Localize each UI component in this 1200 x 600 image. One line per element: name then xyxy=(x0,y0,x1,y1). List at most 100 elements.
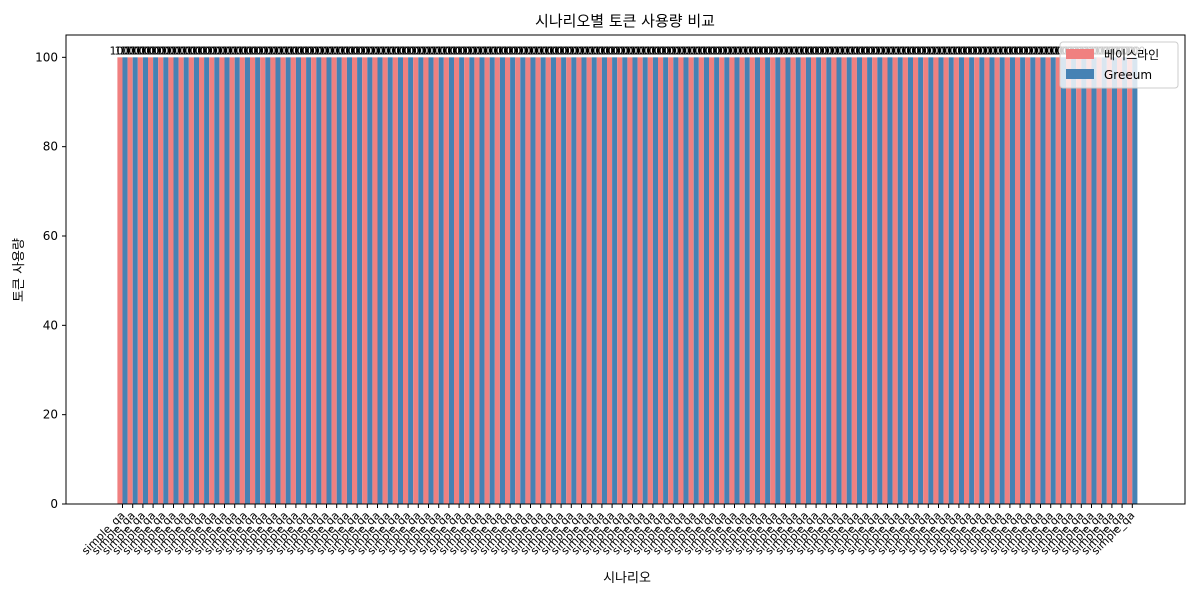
bar-value-label: 100 xyxy=(574,44,595,57)
y-tick-label: 20 xyxy=(43,408,58,422)
data-labels-group: 1001001001001001001001001001001001001001… xyxy=(109,44,1145,57)
bar-baseline xyxy=(188,57,194,504)
bar-value-label: 100 xyxy=(421,44,442,57)
bar-baseline xyxy=(658,57,664,504)
bar-baseline xyxy=(474,57,480,504)
bar-baseline xyxy=(923,57,929,504)
legend-label: Greeum xyxy=(1104,68,1152,82)
bar-value-label: 100 xyxy=(543,44,564,57)
bar-value-label: 100 xyxy=(599,44,620,57)
bar-greeum xyxy=(520,57,526,504)
bar-greeum xyxy=(673,57,679,504)
bar-value-label: 100 xyxy=(436,44,457,57)
bar-value-label: 100 xyxy=(701,44,722,57)
bar-greeum xyxy=(234,57,240,504)
bar-greeum xyxy=(1081,57,1087,504)
bar-value-label: 100 xyxy=(925,44,946,57)
y-tick-label: 40 xyxy=(43,318,58,332)
bar-value-label: 100 xyxy=(538,44,559,57)
bar-value-label: 100 xyxy=(788,44,809,57)
bar-value-label: 100 xyxy=(594,44,615,57)
bar-baseline xyxy=(301,57,307,504)
bar-value-label: 100 xyxy=(1017,44,1038,57)
bar-value-label: 100 xyxy=(956,44,977,57)
bar-value-label: 100 xyxy=(176,44,197,57)
bar-greeum xyxy=(1091,57,1097,504)
bar-baseline xyxy=(127,57,133,504)
bar-baseline xyxy=(484,57,490,504)
bar-value-label: 100 xyxy=(227,44,248,57)
bar-baseline xyxy=(688,57,694,504)
bar-value-label: 100 xyxy=(818,44,839,57)
bar-baseline xyxy=(851,57,857,504)
bar-value-label: 100 xyxy=(793,44,814,57)
bar-value-label: 100 xyxy=(813,44,834,57)
bar-value-label: 100 xyxy=(298,44,319,57)
bar-value-label: 100 xyxy=(920,44,941,57)
bar-value-label: 100 xyxy=(334,44,355,57)
bar-greeum xyxy=(489,57,495,504)
bar-baseline xyxy=(1055,57,1061,504)
bar-baseline xyxy=(454,57,460,504)
bar-value-label: 100 xyxy=(829,44,850,57)
bar-baseline xyxy=(280,57,286,504)
bar-greeum xyxy=(244,57,250,504)
bar-value-label: 100 xyxy=(349,44,370,57)
bar-baseline xyxy=(1066,57,1072,504)
bar-greeum xyxy=(642,57,648,504)
bar-value-label: 100 xyxy=(446,44,467,57)
bar-baseline xyxy=(443,57,449,504)
bar-value-label: 100 xyxy=(273,44,294,57)
bar-greeum xyxy=(316,57,322,504)
y-axis: 0 20 40 60 80 100 xyxy=(35,50,66,511)
bar-baseline xyxy=(719,57,725,504)
bar-value-label: 100 xyxy=(874,44,895,57)
bar-greeum xyxy=(907,57,913,504)
bar-value-label: 100 xyxy=(405,44,426,57)
bar-value-label: 100 xyxy=(767,44,788,57)
bar-value-label: 100 xyxy=(900,44,921,57)
bar-baseline xyxy=(709,57,715,504)
bar-greeum xyxy=(387,57,393,504)
bar-value-label: 100 xyxy=(303,44,324,57)
bar-greeum xyxy=(377,57,383,504)
bar-value-label: 100 xyxy=(222,44,243,57)
bar-greeum xyxy=(122,57,128,504)
bar-baseline xyxy=(199,57,205,504)
bar-value-label: 100 xyxy=(614,44,635,57)
bar-greeum xyxy=(612,57,618,504)
bar-greeum xyxy=(214,57,220,504)
bar-baseline xyxy=(1076,57,1082,504)
bar-greeum xyxy=(1101,57,1107,504)
bar-baseline xyxy=(617,57,623,504)
bar-value-label: 100 xyxy=(665,44,686,57)
bar-value-label: 100 xyxy=(466,44,487,57)
bar-baseline xyxy=(545,57,551,504)
bar-baseline xyxy=(984,57,990,504)
bar-baseline xyxy=(219,57,225,504)
bar-value-label: 100 xyxy=(880,44,901,57)
bar-value-label: 100 xyxy=(961,44,982,57)
bar-value-label: 100 xyxy=(553,44,574,57)
bar-greeum xyxy=(336,57,342,504)
bar-baseline xyxy=(974,57,980,504)
bar-value-label: 100 xyxy=(359,44,380,57)
bar-greeum xyxy=(652,57,658,504)
bar-baseline xyxy=(994,57,1000,504)
bar-value-label: 100 xyxy=(160,44,181,57)
bar-greeum xyxy=(204,57,210,504)
bar-baseline xyxy=(841,57,847,504)
bar-value-label: 100 xyxy=(313,44,334,57)
bar-value-label: 100 xyxy=(201,44,222,57)
bar-greeum xyxy=(958,57,964,504)
bar-value-label: 100 xyxy=(589,44,610,57)
bar-value-label: 100 xyxy=(757,44,778,57)
bar-baseline xyxy=(739,57,745,504)
x-axis: simple_qasimple_qasimple_qasimple_qasimp… xyxy=(79,504,1137,557)
bar-baseline xyxy=(1086,57,1092,504)
bar-greeum xyxy=(856,57,862,504)
bar-greeum xyxy=(438,57,444,504)
bar-greeum xyxy=(1020,57,1026,504)
bar-greeum xyxy=(948,57,954,504)
bar-value-label: 100 xyxy=(915,44,936,57)
